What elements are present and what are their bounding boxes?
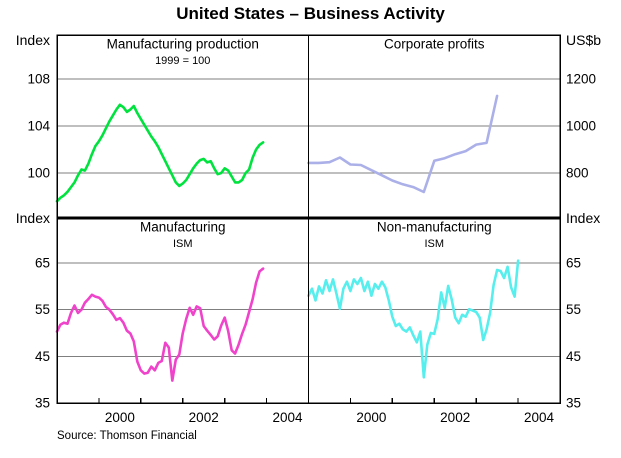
axis-unit-label-index-mid-left: Index [15, 210, 50, 226]
y-tick-label: 65 [566, 256, 581, 271]
source-note: Source: Thomson Financial [57, 430, 197, 442]
panel-subtitle-non-manufacturing: ISM [424, 238, 444, 250]
y-tick-label: 45 [566, 349, 581, 364]
y-tick-label: 104 [27, 118, 50, 133]
x-tick-label: 2000 [105, 410, 135, 425]
panel-title-non-manufacturing: Non-manufacturing [377, 220, 492, 235]
y-tick-label: 65 [35, 256, 50, 271]
series-line-manufacturing-production [55, 103, 265, 203]
y-tick-label: 55 [35, 302, 50, 317]
y-tick-label: 35 [35, 396, 50, 411]
y-tick-label: 800 [566, 165, 589, 180]
panel-title-manufacturing-production: Manufacturing production [107, 37, 259, 52]
y-tick-label: 45 [35, 349, 50, 364]
panel-title-manufacturing: Manufacturing [140, 220, 226, 235]
axis-unit-label-index-mid-right: Index [566, 210, 601, 226]
y-tick-label: 35 [566, 396, 581, 411]
y-tick-label: 108 [27, 71, 50, 86]
x-tick-label: 2004 [273, 410, 304, 425]
y-tick-label: 1200 [566, 71, 596, 86]
series-line-corporate-profits [307, 94, 499, 194]
x-tick-label: 2002 [440, 410, 470, 425]
panel-subtitle-manufacturing-production: 1999 = 100 [155, 55, 210, 67]
x-tick-label: 2000 [356, 410, 386, 425]
chart-title: United States – Business Activity [176, 4, 445, 23]
x-tick-label: 2004 [524, 410, 555, 425]
y-tick-label: 55 [566, 302, 581, 317]
y-tick-label: 1000 [566, 118, 596, 133]
x-tick-label: 2002 [189, 410, 219, 425]
panel-title-corporate-profits: Corporate profits [384, 37, 485, 52]
series-line-non-manufacturing [307, 259, 520, 379]
axis-unit-label-usdb-top-right: US$b [566, 32, 602, 48]
series-line-manufacturing [55, 267, 265, 382]
axis-unit-label-index-top-left: Index [15, 32, 50, 48]
panel-subtitle-manufacturing: ISM [173, 238, 193, 250]
y-tick-label: 100 [27, 165, 50, 180]
